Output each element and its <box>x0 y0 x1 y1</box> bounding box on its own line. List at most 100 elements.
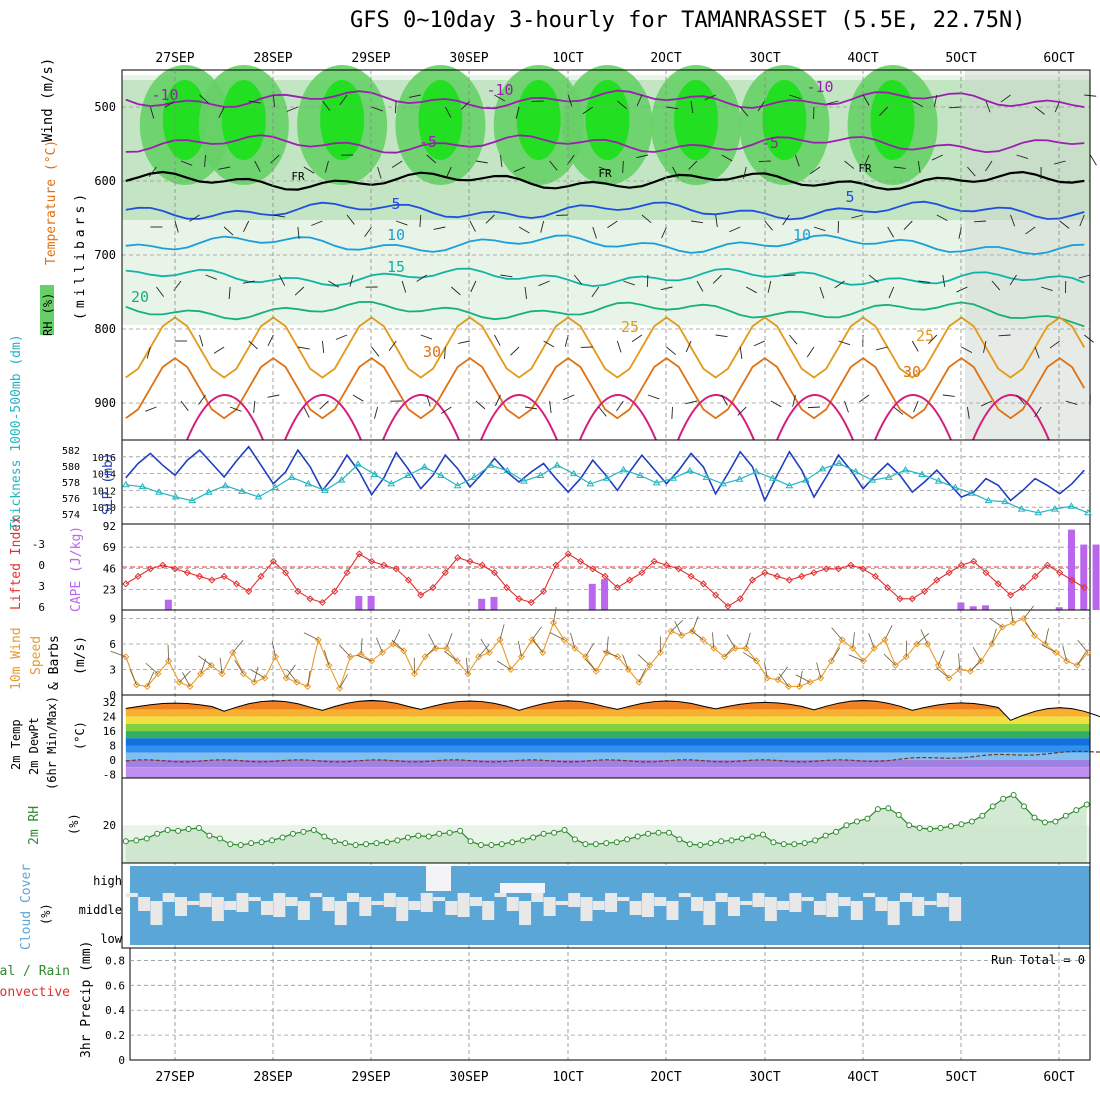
wind-barb <box>592 226 597 239</box>
wind-barb <box>688 160 698 170</box>
isotherm--10 <box>125 89 1085 110</box>
rh-point-74 <box>895 811 902 818</box>
thickness-point-11 <box>304 479 313 487</box>
rh-bright-core-4 <box>516 80 561 160</box>
thickness-point-13 <box>337 476 346 483</box>
precip-label-total: Total / Rain <box>0 964 70 979</box>
wind-barb <box>715 214 718 227</box>
wind-barb-10m-43 <box>585 642 595 657</box>
contour-label--10-0: -10 <box>151 86 178 104</box>
lifted-index-point-12 <box>269 557 277 565</box>
cloud-middle-48 <box>715 893 728 902</box>
wind-barb <box>524 286 527 299</box>
rh-point-55 <box>697 842 704 849</box>
lifted-index-point-28 <box>466 557 474 565</box>
wind-barb <box>789 334 798 345</box>
cloud-middle-53 <box>777 901 790 910</box>
thickness-point-50 <box>951 483 960 491</box>
cape-bar-13 <box>1092 544 1100 610</box>
wind-speed-point-45 <box>603 648 611 657</box>
wind-barb <box>243 220 250 232</box>
lifted-index-point-26 <box>441 569 449 577</box>
wind-barb <box>401 280 407 293</box>
contour-label-FR-0: FR <box>291 170 305 183</box>
rh-point-67 <box>822 832 829 839</box>
rh-point-82 <box>979 812 986 819</box>
lifted-index-point-64 <box>908 595 916 603</box>
wind-barb <box>394 100 397 114</box>
wind-barb-10m-66 <box>831 647 841 662</box>
rh-point-42 <box>561 826 568 833</box>
wind-barb <box>524 406 537 410</box>
lifted-index-point-22 <box>392 565 400 573</box>
precip-ytick-3: 0.2 <box>105 1029 125 1042</box>
rh-point-50 <box>645 830 652 837</box>
wind-barb <box>469 220 476 232</box>
wind-barb <box>1079 214 1085 227</box>
wind-barb-10m-31 <box>444 651 458 662</box>
isotherm-35-arc-7 <box>874 394 952 441</box>
lifted-index-point-2 <box>146 565 154 573</box>
rh2m-label: 2m RH <box>27 806 42 845</box>
cloud-label: Cloud Cover <box>19 864 34 950</box>
wind-barb <box>875 346 888 351</box>
wind-barb <box>757 100 766 112</box>
wind-barb <box>278 274 286 286</box>
thickness-point-1 <box>138 482 147 490</box>
wind-barb <box>248 340 258 350</box>
wind-barb-10m-69 <box>848 654 864 662</box>
wind-speed-point-0 <box>122 653 130 661</box>
wind-barb-10m-7 <box>200 658 207 674</box>
wind-barb <box>149 106 155 119</box>
wind-barb <box>913 400 919 413</box>
rh-point-38 <box>519 837 526 844</box>
wind-label-line1: 10m Wind <box>9 627 24 690</box>
wind-barb-10m-75 <box>920 629 928 645</box>
wind-speed-point-19 <box>325 661 333 669</box>
lifted-index-point-25 <box>429 584 437 592</box>
lifted-index-point-29 <box>478 561 486 569</box>
cloud-middle-46 <box>691 897 704 911</box>
wind-barb-10m-25 <box>392 629 401 645</box>
wind-speed-point-73 <box>902 653 910 661</box>
wind-barb-10m-4 <box>167 644 170 662</box>
thickness-point-40 <box>785 481 794 489</box>
wind-barb <box>518 226 530 234</box>
wind-barb-10m-55 <box>712 632 715 649</box>
wind-barb <box>591 286 600 298</box>
cape-bar-4 <box>490 596 498 610</box>
lifted-index-line <box>125 553 1085 607</box>
thickness-point-41 <box>802 476 810 483</box>
rh-point-33 <box>467 838 474 845</box>
wind-speed-point-71 <box>881 636 889 644</box>
cape-bar-7 <box>957 602 965 610</box>
li-ytick-1: 0 <box>38 559 45 572</box>
rh-point-56 <box>707 840 714 847</box>
lifted-index-point-20 <box>368 557 376 565</box>
wind-barb <box>346 214 355 225</box>
cape-bar-12 <box>1080 544 1088 610</box>
wind-speed-point-89 <box>1073 661 1081 669</box>
lifted-index-point-13 <box>282 569 290 577</box>
rh-point-57 <box>718 838 725 845</box>
wind-barb <box>420 334 433 340</box>
cloud-middle-61 <box>875 897 888 911</box>
cloud-middle-54 <box>789 893 802 912</box>
wind-barb <box>229 406 242 412</box>
wind-barb <box>813 226 826 232</box>
wind-speed-point-34 <box>485 648 493 657</box>
wind-barb <box>573 274 583 285</box>
cape-ytick-3: 23 <box>103 584 116 597</box>
isotherm-35-arc-0 <box>186 394 264 441</box>
wind-barb <box>1034 406 1042 418</box>
wind-barb-10m-58 <box>745 632 751 649</box>
wind-barb-10m-80 <box>972 646 982 662</box>
cloud-middle-38 <box>592 901 605 910</box>
rh-point-17 <box>300 828 307 835</box>
lifted-index-point-78 <box>1080 584 1088 592</box>
precip-axis-label: 3hr Precip (mm) <box>79 941 94 1058</box>
wind-speed-point-24 <box>378 648 386 657</box>
thickness-point-54 <box>1017 505 1026 512</box>
wind-speed-point-9 <box>218 670 226 678</box>
